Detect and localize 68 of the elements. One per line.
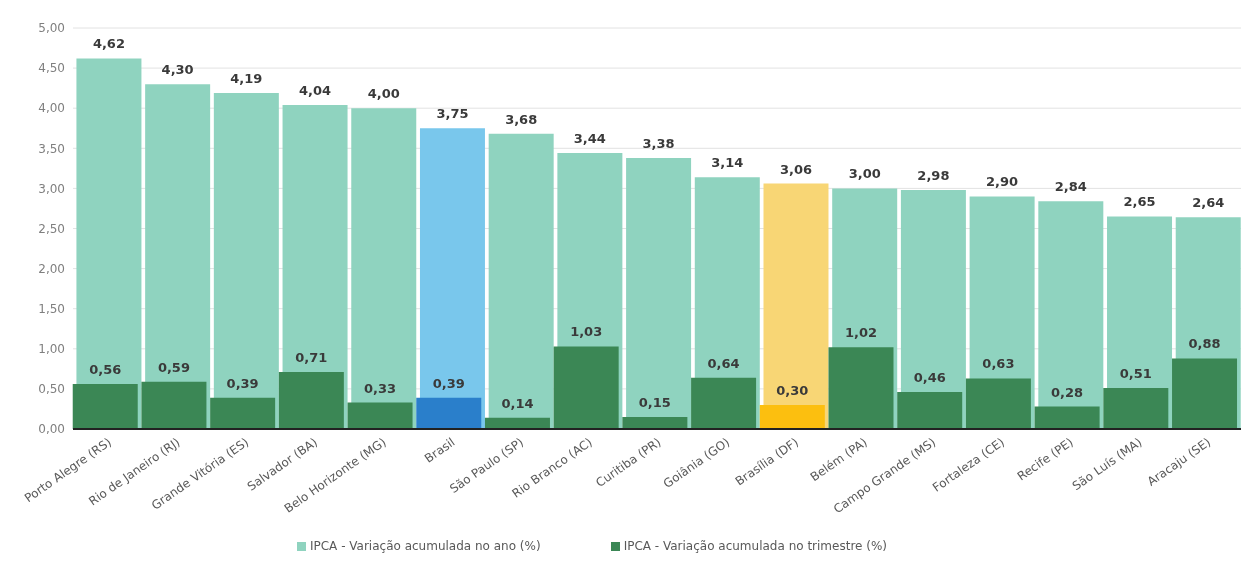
bar bbox=[965, 378, 1031, 429]
bar bbox=[1038, 201, 1104, 429]
bar bbox=[897, 392, 963, 429]
bar bbox=[622, 416, 688, 429]
bar bbox=[626, 157, 692, 429]
bar bbox=[1034, 406, 1100, 429]
bar bbox=[553, 346, 619, 429]
data-label: 0,39 bbox=[432, 375, 465, 391]
bar bbox=[213, 92, 279, 429]
y-tick-label: 2,00 bbox=[38, 261, 65, 276]
data-label: 0,64 bbox=[707, 355, 740, 371]
data-label: 4,30 bbox=[161, 62, 194, 78]
data-label: 3,44 bbox=[573, 131, 606, 147]
bar bbox=[1172, 358, 1238, 429]
data-label: 3,06 bbox=[779, 161, 813, 177]
data-label: 4,62 bbox=[92, 36, 125, 52]
bar bbox=[1103, 388, 1169, 429]
data-label: 0,33 bbox=[364, 380, 397, 396]
bar bbox=[141, 381, 207, 429]
data-label: 4,00 bbox=[367, 86, 400, 102]
data-label: 2,90 bbox=[986, 174, 1019, 190]
y-tick-label: 2,50 bbox=[38, 221, 65, 236]
data-label: 4,19 bbox=[230, 70, 263, 86]
y-tick-label: 1,50 bbox=[38, 301, 65, 316]
bar bbox=[828, 347, 894, 429]
data-label: 3,38 bbox=[642, 135, 675, 151]
y-tick-label: 0,50 bbox=[38, 382, 65, 397]
bar bbox=[347, 402, 413, 429]
bar bbox=[210, 397, 276, 429]
y-tick-label: 4,00 bbox=[38, 101, 65, 116]
y-tick-label: 5,00 bbox=[38, 21, 65, 36]
data-label: 0,14 bbox=[501, 395, 534, 411]
data-label: 1,03 bbox=[570, 324, 603, 340]
bar bbox=[72, 384, 138, 429]
data-label: 0,28 bbox=[1051, 384, 1084, 400]
legend-label: IPCA - Variação acumulada no trimestre (%) bbox=[623, 539, 888, 553]
data-label: 0,88 bbox=[1188, 336, 1221, 352]
data-label: 1,02 bbox=[844, 325, 878, 341]
bar bbox=[759, 404, 825, 429]
data-label: 0,63 bbox=[982, 356, 1015, 372]
bar bbox=[351, 108, 417, 429]
data-label: 2,65 bbox=[1123, 194, 1156, 210]
data-label: 2,84 bbox=[1054, 179, 1087, 195]
data-label: 4,04 bbox=[299, 82, 332, 98]
data-label: 3,68 bbox=[505, 111, 538, 127]
data-label: 0,59 bbox=[157, 359, 190, 375]
data-label: 3,75 bbox=[436, 106, 469, 122]
data-label: 2,98 bbox=[917, 168, 950, 183]
y-tick-label: 3,00 bbox=[38, 181, 65, 196]
data-label: 3,14 bbox=[711, 155, 744, 171]
bar bbox=[416, 397, 482, 429]
y-tick-label: 1,00 bbox=[38, 342, 65, 357]
y-tick-label: 0,00 bbox=[38, 422, 65, 437]
data-label: 0,39 bbox=[226, 375, 259, 391]
data-label: 0,56 bbox=[89, 362, 122, 378]
data-label: 0,71 bbox=[295, 350, 328, 366]
data-label: 0,51 bbox=[1119, 366, 1152, 382]
bar bbox=[691, 377, 757, 429]
legend-label: IPCA - Variação acumulada no ano (%) bbox=[309, 539, 541, 553]
y-tick-label: 3,50 bbox=[38, 141, 65, 156]
y-tick-label: 4,50 bbox=[38, 61, 65, 76]
data-label: 0,15 bbox=[638, 394, 671, 410]
bar bbox=[278, 372, 344, 429]
data-label: 0,30 bbox=[776, 382, 809, 398]
data-label: 0,46 bbox=[913, 370, 946, 386]
bar bbox=[488, 133, 554, 429]
data-label: 3,00 bbox=[848, 166, 881, 182]
data-label: 2,64 bbox=[1192, 195, 1225, 211]
